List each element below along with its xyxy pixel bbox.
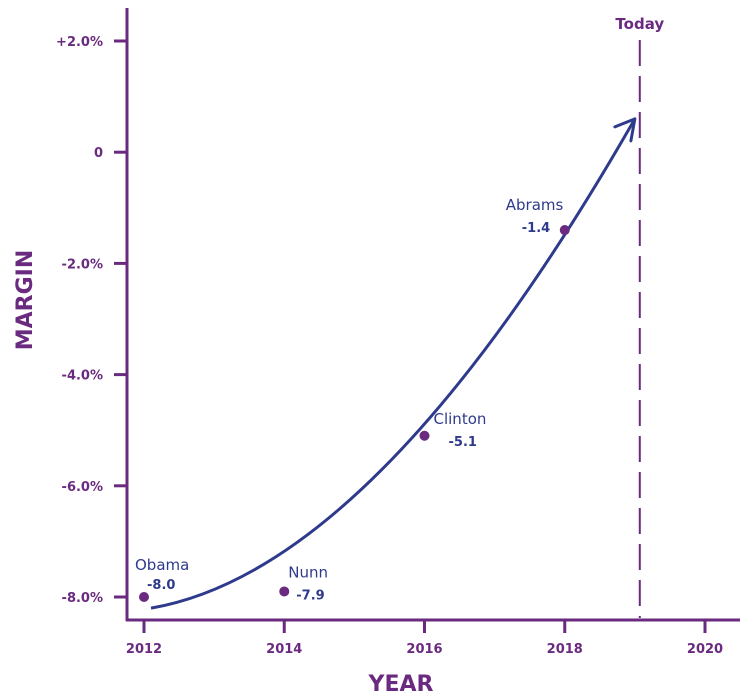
trend-arrow xyxy=(150,117,637,610)
y-tick-label: -2.0% xyxy=(62,257,103,272)
axes xyxy=(125,8,740,622)
arrowhead-icon xyxy=(613,117,637,143)
y-ticks: +2.0% 0 -2.0% -4.0% -6.0% -8.0% xyxy=(56,35,127,606)
today-label: Today xyxy=(615,15,664,33)
data-point xyxy=(419,430,430,441)
x-tick-label: 2014 xyxy=(266,642,302,657)
y-tick-label: -4.0% xyxy=(62,369,103,384)
data-points: Obama -8.0 Nunn -7.9 Clinton -5.1 Abrams -1.4 xyxy=(135,196,570,603)
x-tick-label: 2016 xyxy=(406,642,442,657)
x-tick-label: 2018 xyxy=(547,642,583,657)
y-tick-label: -6.0% xyxy=(62,480,103,495)
point-value-label: -7.9 xyxy=(296,588,324,603)
point-name-label: Clinton xyxy=(434,410,487,428)
point-name-label: Abrams xyxy=(506,196,564,214)
data-point xyxy=(279,586,290,597)
x-ticks: 2012 2014 2016 2018 2020 xyxy=(126,620,723,657)
today-reference: Today xyxy=(615,15,664,618)
point-value-label: -8.0 xyxy=(147,578,175,593)
point-value-label: -5.1 xyxy=(449,435,477,450)
y-tick-label: 0 xyxy=(94,146,103,161)
data-point xyxy=(139,592,149,602)
x-tick-label: 2012 xyxy=(126,642,162,657)
trend-curve xyxy=(150,118,637,610)
x-tick-label: 2020 xyxy=(687,642,723,657)
x-axis-title: YEAR xyxy=(368,672,434,696)
data-point xyxy=(559,225,570,236)
point-name-label: Obama xyxy=(135,556,189,574)
point-name-label: Nunn xyxy=(288,563,328,581)
y-tick-label: -8.0% xyxy=(62,591,103,606)
point-value-label: -1.4 xyxy=(522,221,550,236)
y-tick-label: +2.0% xyxy=(56,35,103,50)
y-axis-title: MARGIN xyxy=(13,250,38,351)
